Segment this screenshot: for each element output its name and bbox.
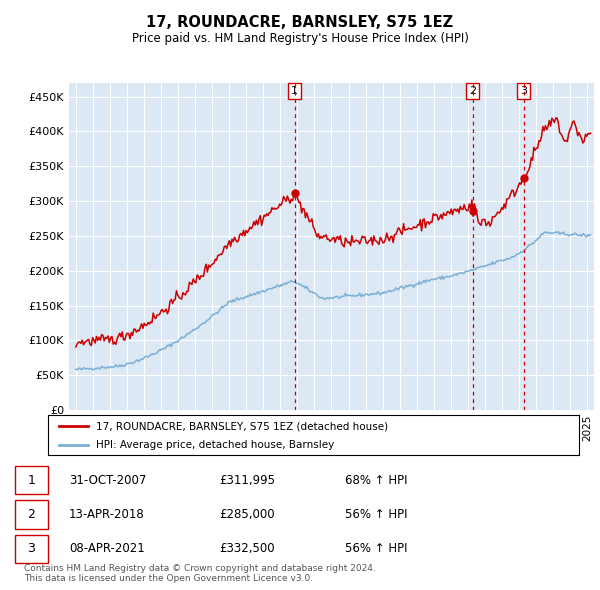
Text: Price paid vs. HM Land Registry's House Price Index (HPI): Price paid vs. HM Land Registry's House … bbox=[131, 32, 469, 45]
Text: 1: 1 bbox=[291, 86, 298, 96]
Text: 56% ↑ HPI: 56% ↑ HPI bbox=[345, 542, 407, 555]
Text: 13-APR-2018: 13-APR-2018 bbox=[69, 508, 145, 521]
Text: 08-APR-2021: 08-APR-2021 bbox=[69, 542, 145, 555]
Text: 17, ROUNDACRE, BARNSLEY, S75 1EZ (detached house): 17, ROUNDACRE, BARNSLEY, S75 1EZ (detach… bbox=[96, 421, 388, 431]
Text: 17, ROUNDACRE, BARNSLEY, S75 1EZ: 17, ROUNDACRE, BARNSLEY, S75 1EZ bbox=[146, 15, 454, 30]
Text: 31-OCT-2007: 31-OCT-2007 bbox=[69, 474, 146, 487]
Text: Contains HM Land Registry data © Crown copyright and database right 2024.
This d: Contains HM Land Registry data © Crown c… bbox=[24, 563, 376, 583]
Text: 56% ↑ HPI: 56% ↑ HPI bbox=[345, 508, 407, 521]
Text: 68% ↑ HPI: 68% ↑ HPI bbox=[345, 474, 407, 487]
Text: 2: 2 bbox=[469, 86, 476, 96]
Text: £332,500: £332,500 bbox=[219, 542, 275, 555]
Text: £285,000: £285,000 bbox=[219, 508, 275, 521]
Text: 1: 1 bbox=[28, 474, 35, 487]
Text: HPI: Average price, detached house, Barnsley: HPI: Average price, detached house, Barn… bbox=[96, 440, 334, 450]
Text: 2: 2 bbox=[28, 508, 35, 521]
Text: 3: 3 bbox=[520, 86, 527, 96]
Text: 3: 3 bbox=[28, 542, 35, 555]
Text: £311,995: £311,995 bbox=[219, 474, 275, 487]
